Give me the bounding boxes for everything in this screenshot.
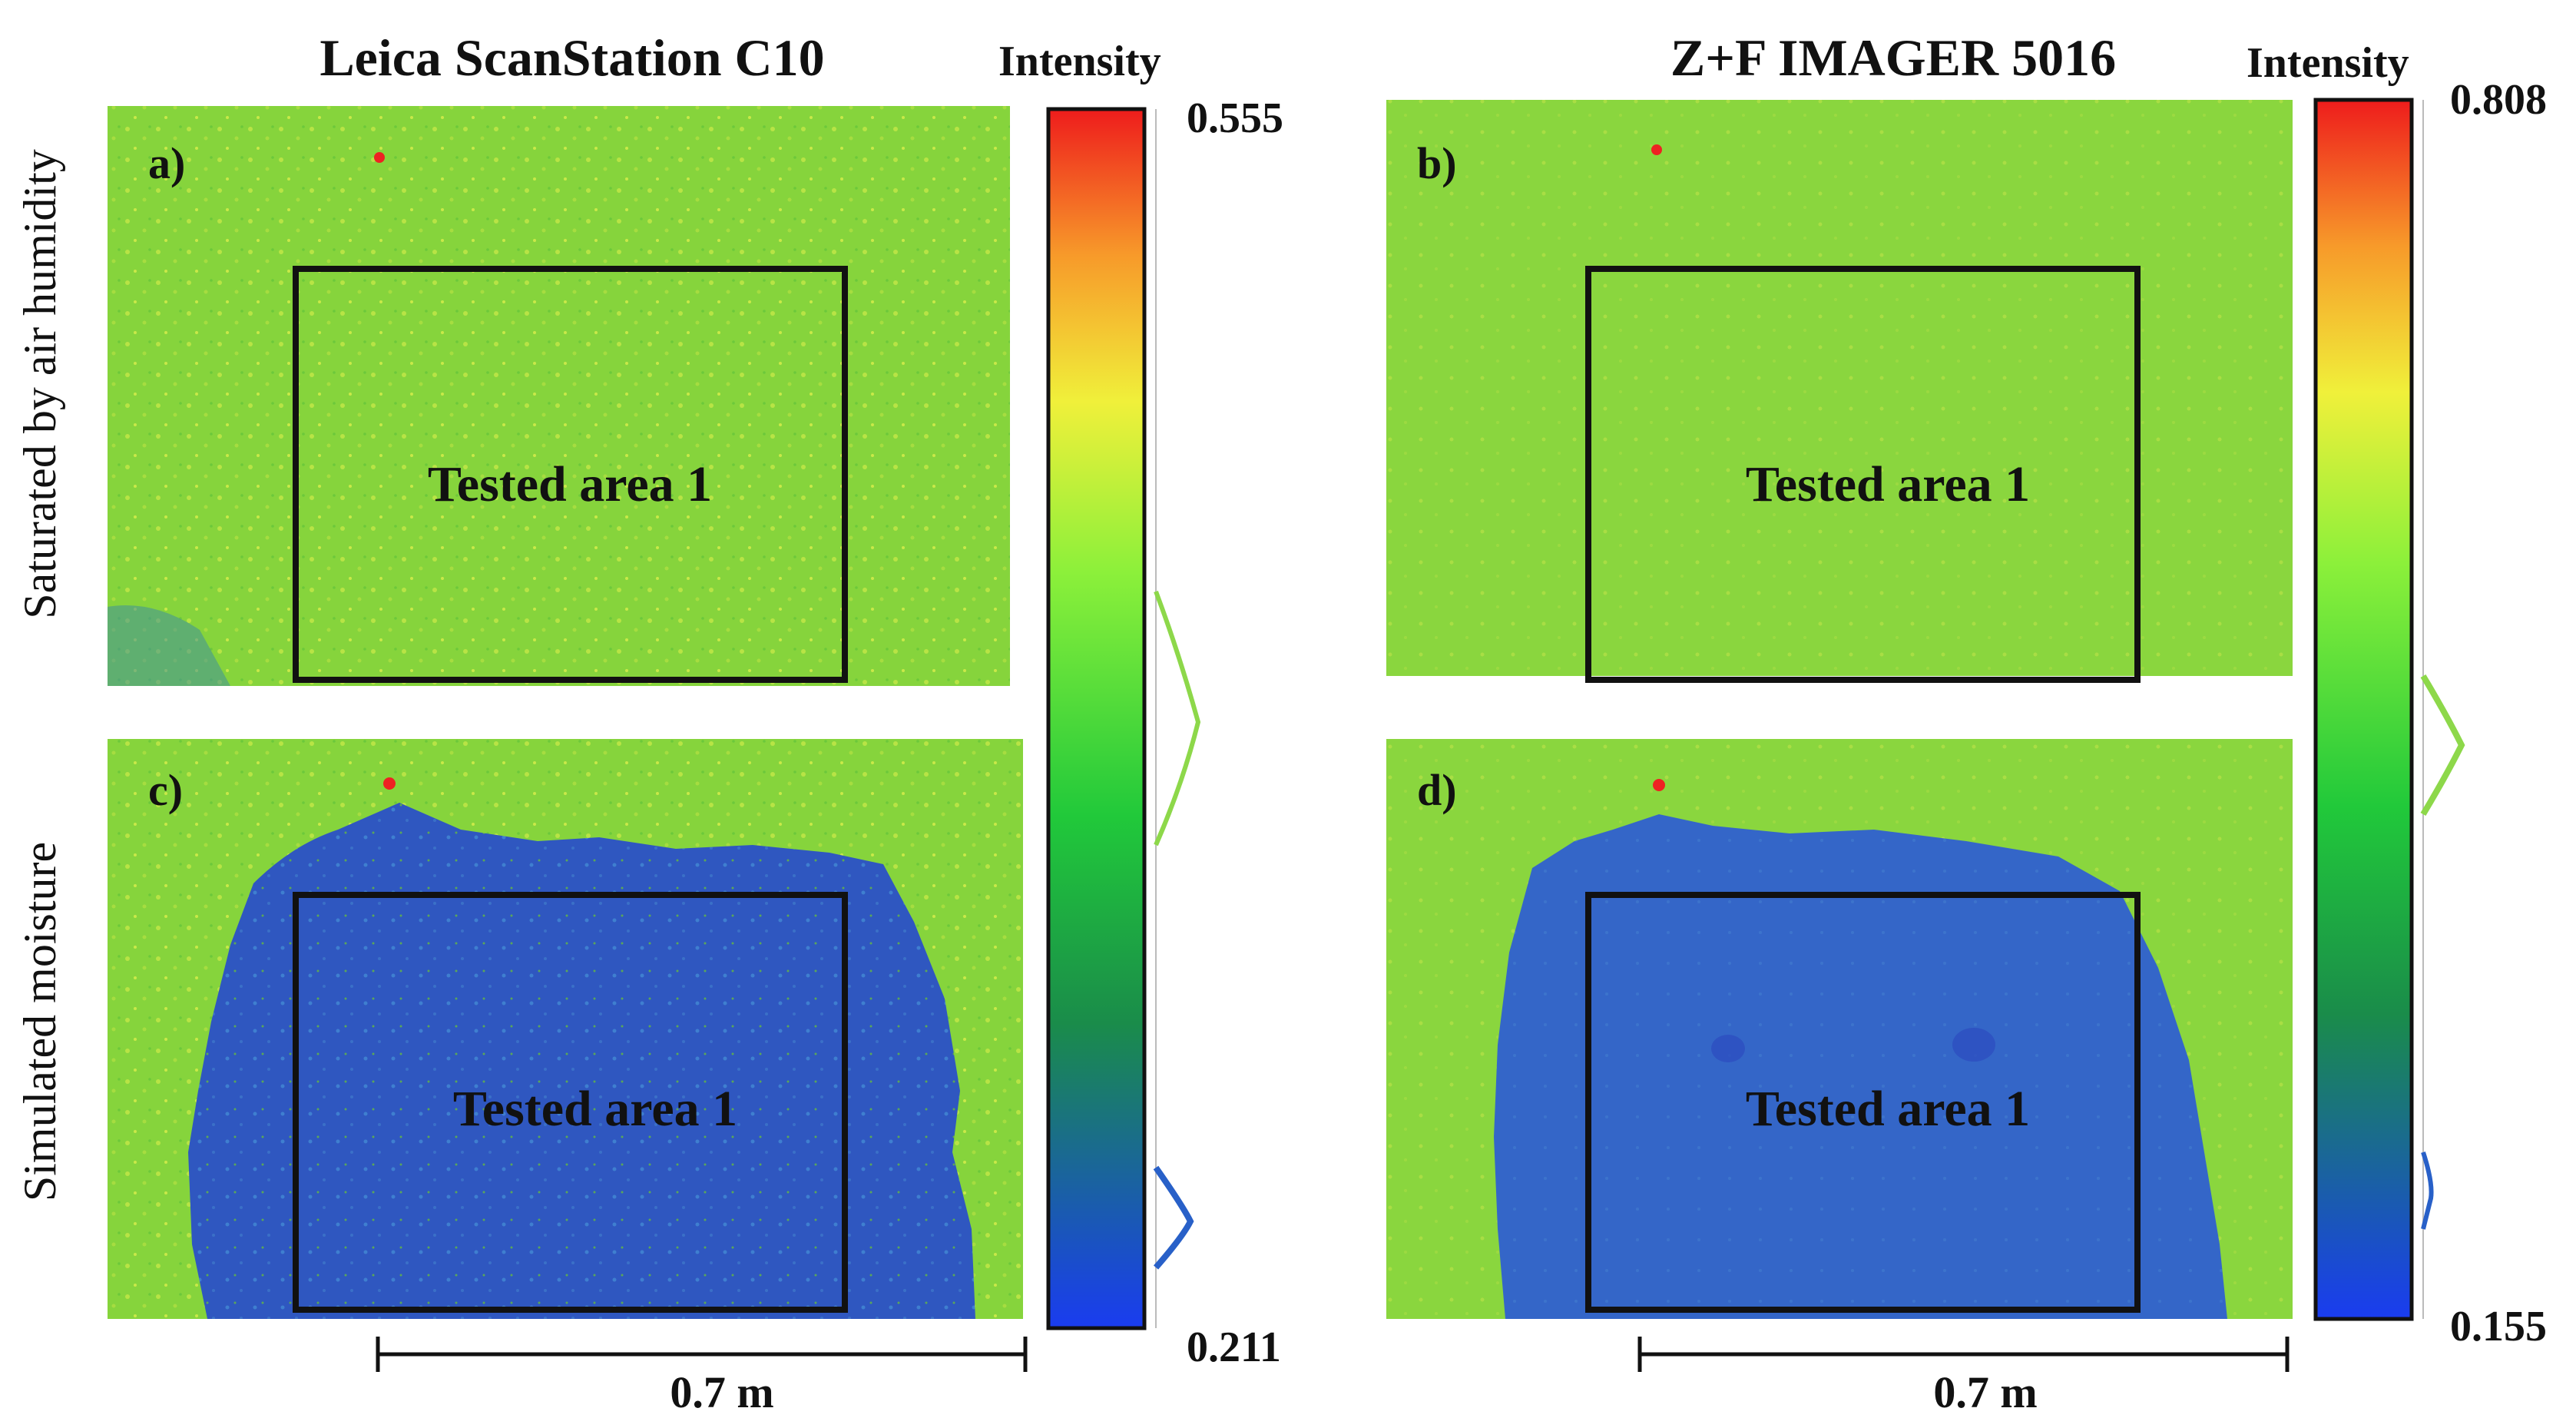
scale-bar-leica: 0.7 m [376, 1337, 1028, 1417]
panel-tag-b: b) [1417, 138, 1457, 188]
colorbar-min-zf: 0.155 [2450, 1303, 2547, 1350]
tested-area-label-b: Tested area 1 [1746, 456, 2030, 512]
colorbar-min-leica: 0.211 [1187, 1324, 1281, 1371]
red-marker [1653, 779, 1665, 791]
row-label-saturated: Saturated by air humidity [15, 149, 65, 619]
colorbar-label-leica: Intensity [998, 38, 1161, 85]
panel-tag-a: a) [148, 138, 185, 188]
colorbar-max-leica: 0.555 [1187, 94, 1283, 142]
scale-bar-zf: 0.7 m [1637, 1337, 2290, 1417]
red-marker [374, 152, 385, 163]
row-label-simulated-moisture: Simulated moisture [15, 842, 65, 1201]
panel-d: d) Tested area 1 [1386, 739, 2293, 1319]
title-leica: Leica ScanStation C10 [320, 28, 824, 87]
panel-b: b) Tested area 1 [1386, 100, 2293, 683]
panel-tag-d: d) [1417, 765, 1457, 815]
tested-area-frame [293, 266, 848, 683]
red-marker [383, 777, 396, 790]
title-zf: Z+F IMAGER 5016 [1670, 28, 2116, 87]
tested-area-label-a: Tested area 1 [428, 456, 712, 512]
panel-c: c) Tested area 1 [108, 739, 1023, 1319]
colorbar-leica: Intensity 0.555 0.211 [998, 38, 1283, 1371]
scale-bar-label-zf: 0.7 m [1933, 1367, 2037, 1417]
tested-area-label-c: Tested area 1 [453, 1081, 737, 1137]
colorbar-label-zf: Intensity [2247, 39, 2409, 87]
colorbar-max-zf: 0.808 [2450, 76, 2547, 124]
tested-area-label-d: Tested area 1 [1746, 1081, 2030, 1137]
red-marker [1651, 144, 1662, 155]
tested-area-frame [1585, 266, 2141, 683]
colorbar-zf: Intensity 0.808 0.155 [2247, 39, 2547, 1350]
tested-area-frame [1585, 892, 2141, 1313]
panel-tag-c: c) [148, 765, 183, 815]
panel-a: a) Tested area 1 [108, 106, 1010, 686]
tested-area-frame [293, 892, 848, 1313]
scale-bar-label-leica: 0.7 m [670, 1367, 773, 1417]
